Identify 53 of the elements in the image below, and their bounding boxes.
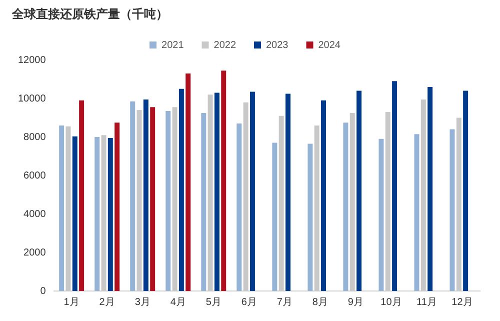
y-tick-label: 0 (40, 286, 46, 297)
y-tick-label: 4000 (24, 208, 46, 220)
bar (214, 92, 220, 291)
bar (79, 100, 84, 291)
bar (356, 90, 362, 291)
bar (150, 107, 156, 291)
chart-title: 全球直接还原铁产量（千吨） (12, 6, 168, 23)
bar (143, 99, 148, 291)
y-tick-label: 6000 (24, 170, 46, 182)
x-tick-label: 6月 (241, 296, 257, 308)
bar (130, 101, 136, 291)
x-tick-label: 3月 (134, 296, 150, 308)
bar (178, 88, 184, 291)
x-tick-label: 10月 (380, 296, 402, 308)
legend-label: 2021 (162, 40, 184, 51)
bar (59, 125, 64, 291)
x-tick-label: 9月 (348, 296, 364, 308)
bar (186, 73, 191, 291)
bar (321, 100, 326, 291)
y-tick-label: 2000 (24, 247, 46, 258)
bar (414, 134, 420, 291)
x-tick-label: 8月 (312, 296, 328, 308)
bar (94, 137, 100, 291)
y-tick-label: 10000 (18, 93, 46, 104)
bar (250, 92, 255, 291)
legend-label: 2022 (214, 40, 236, 51)
bar (392, 81, 398, 291)
bar (463, 90, 468, 291)
x-tick-label: 2月 (99, 296, 115, 308)
bar (108, 138, 113, 291)
bar (378, 138, 384, 291)
bar (308, 144, 313, 291)
x-tick-label: 11月 (416, 296, 437, 308)
bar (285, 94, 290, 291)
bar (450, 129, 455, 291)
x-tick-label: 5月 (206, 296, 222, 308)
bar (221, 70, 226, 291)
x-tick-label: 1月 (64, 296, 80, 308)
legend-label: 2023 (266, 40, 289, 51)
bar (343, 122, 348, 291)
x-tick-label: 12月 (452, 296, 473, 308)
bar (166, 111, 171, 291)
bar (428, 86, 433, 291)
bar (72, 136, 78, 291)
x-tick-label: 4月 (170, 296, 186, 308)
legend-label: 2024 (318, 40, 341, 51)
x-tick-label: 7月 (276, 296, 292, 308)
bar (114, 122, 120, 291)
bar (201, 112, 206, 291)
y-tick-label: 12000 (18, 54, 46, 66)
bar (236, 124, 242, 291)
y-tick-label: 8000 (24, 132, 46, 143)
bar (272, 142, 278, 291)
